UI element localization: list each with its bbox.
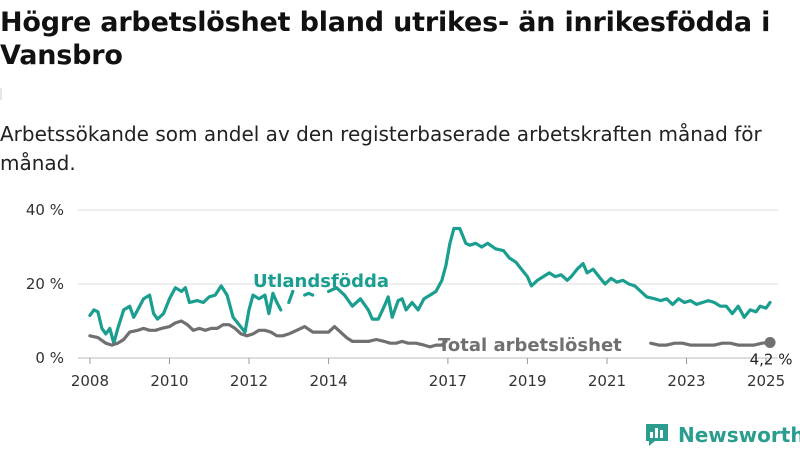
y-tick-label: 0 %	[35, 349, 64, 367]
divider-mark	[0, 88, 2, 100]
series-line-total	[649, 340, 772, 347]
series-label-foreign: Utlandsfödda	[253, 271, 389, 292]
x-tick-label: 2019	[508, 372, 546, 390]
x-tick-label: 2008	[71, 372, 109, 390]
end-point-label: 4,2 %	[750, 350, 793, 368]
chart-title: Högre arbetslöshet bland utrikes- än inr…	[0, 7, 771, 71]
chart-subtitle: Arbetssökande som andel av den registerb…	[0, 122, 762, 175]
series-line-foreign	[327, 226, 772, 321]
series-lines	[88, 226, 772, 349]
x-tick-label: 2023	[667, 372, 705, 390]
series-label-total: Total arbetslöshet	[438, 335, 622, 356]
series-line-foreign	[303, 291, 315, 297]
x-tick-label: 2017	[429, 372, 467, 390]
series-line-foreign	[287, 289, 295, 305]
newsworthy-logo[interactable]: Newsworthy	[644, 421, 800, 449]
y-tick-label: 20 %	[26, 275, 64, 293]
brand-name: Newsworthy	[678, 423, 800, 447]
grid-lines	[78, 209, 778, 359]
series-line-total	[88, 319, 448, 349]
x-axis-ticks: 2008 2010 2012 2014 2017 2019 2021 2023 2025	[71, 358, 785, 390]
y-tick-label: 40 %	[26, 201, 64, 219]
x-tick-label: 2021	[588, 372, 626, 390]
x-tick-label: 2014	[309, 372, 347, 390]
series-line-foreign	[88, 284, 283, 345]
x-tick-label: 2012	[230, 372, 268, 390]
x-tick-label: 2010	[150, 372, 188, 390]
x-tick-label: 2025	[747, 372, 785, 390]
end-point-marker	[764, 336, 776, 348]
bar-chart-logo-icon	[646, 424, 668, 446]
y-axis-ticks: 0 % 20 % 40 %	[26, 201, 64, 367]
series-labels: Utlandsfödda Total arbetslöshet 4,2 %	[253, 271, 792, 368]
